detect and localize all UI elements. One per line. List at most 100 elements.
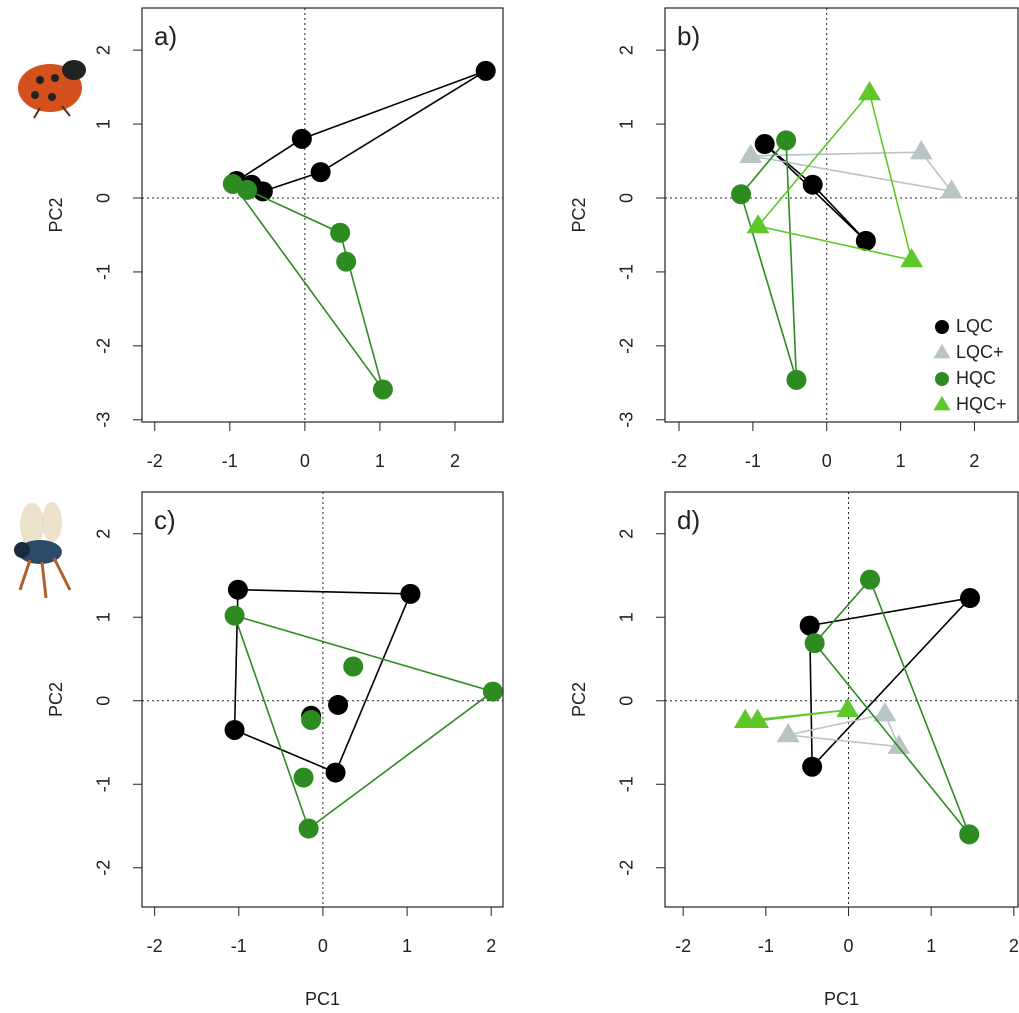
point [311,162,331,182]
x-tick-label: 2 [450,451,460,471]
x-tick-label: 0 [300,451,310,471]
point [860,570,880,590]
point [225,606,245,626]
point [299,819,319,839]
y-tick-label: -1 [94,264,114,280]
point [400,584,420,604]
x-tick-label: -2 [671,451,687,471]
point [803,175,823,195]
plot-frame [142,492,503,907]
point [373,379,393,399]
x-tick-label: -2 [147,936,163,956]
x-tick-label: 0 [822,451,832,471]
legend-marker [933,396,950,410]
y-tick-label: 1 [94,612,114,622]
panel-label: d) [677,505,700,535]
y-tick-label: -1 [617,776,637,792]
panel-label: a) [154,21,177,51]
y-tick-label: 1 [617,612,637,622]
x-tick-label: -1 [745,451,761,471]
ladybug-icon [18,60,86,118]
legend-marker [935,372,949,386]
point [328,695,348,715]
y-tick-label: 2 [94,529,114,539]
point [301,710,321,730]
point [292,129,312,149]
point [910,140,933,159]
x-tick-label: -1 [758,936,774,956]
x-tick-label: -1 [231,936,247,956]
point [800,616,820,636]
point [483,682,503,702]
x-axis-label: PC1 [824,989,859,1009]
y-axis-label: PC2 [46,682,66,717]
y-axis-label: PC2 [569,197,589,232]
point [959,824,979,844]
point [874,702,897,721]
hull [810,598,970,767]
legend-label: LQC+ [956,342,1004,362]
point [237,180,257,200]
point [731,184,751,204]
point [228,580,248,600]
y-tick-label: -2 [94,338,114,354]
legend-marker [933,344,950,358]
panel: c) -2 -1 0 1 2 -2 -1 0 1 2 PC2 PC1 [46,492,503,1009]
y-tick-label: -3 [617,412,637,428]
x-tick-label: 2 [969,451,979,471]
x-tick-label: 0 [318,936,328,956]
point [776,130,796,150]
x-tick-label: 1 [375,451,385,471]
plot-frame [665,492,1018,907]
legend-label: HQC+ [956,394,1007,414]
panel-label: c) [154,505,176,535]
y-tick-label: -1 [617,264,637,280]
hull [233,184,383,390]
x-tick-label: 1 [926,936,936,956]
x-tick-label: 2 [486,936,496,956]
point [805,633,825,653]
hull [237,71,486,192]
hull [758,93,912,260]
plot-frame [142,8,503,422]
point [858,81,881,100]
y-tick-label: -3 [94,412,114,428]
y-tick-label: 2 [94,45,114,55]
x-tick-label: -2 [147,451,163,471]
point [330,223,350,243]
figure: a) -2 -1 0 1 2 -3 -2 -1 0 1 2 PC2 b) -2 -1 0 1 2 -3 -2 -1 0 1 2 P… [0,0,1019,1013]
y-tick-label: 0 [94,696,114,706]
y-tick-label: -2 [617,338,637,354]
point [326,763,346,783]
y-axis-label: PC2 [569,682,589,717]
x-tick-label: 1 [402,936,412,956]
point [786,370,806,390]
point [960,588,980,608]
y-tick-label: -2 [617,860,637,876]
y-tick-label: -2 [94,860,114,876]
point [336,252,356,272]
legend-label: LQC [956,316,993,336]
x-tick-label: 2 [1009,936,1019,956]
y-tick-label: 1 [94,119,114,129]
legend-label: HQC [956,368,996,388]
panel-label: b) [677,21,700,51]
point [755,134,775,154]
x-tick-label: 0 [844,936,854,956]
y-tick-label: 0 [94,193,114,203]
y-tick-label: -1 [94,776,114,792]
legend-marker [935,320,949,334]
y-tick-label: 0 [617,696,637,706]
y-tick-label: 2 [617,529,637,539]
y-axis-label: PC2 [46,197,66,232]
y-tick-label: 2 [617,45,637,55]
point [802,757,822,777]
point [343,657,363,677]
x-axis-label: PC1 [305,989,340,1009]
point [294,768,314,788]
hull [815,580,970,835]
x-tick-label: 1 [896,451,906,471]
point [476,61,496,81]
x-tick-label: -2 [675,936,691,956]
